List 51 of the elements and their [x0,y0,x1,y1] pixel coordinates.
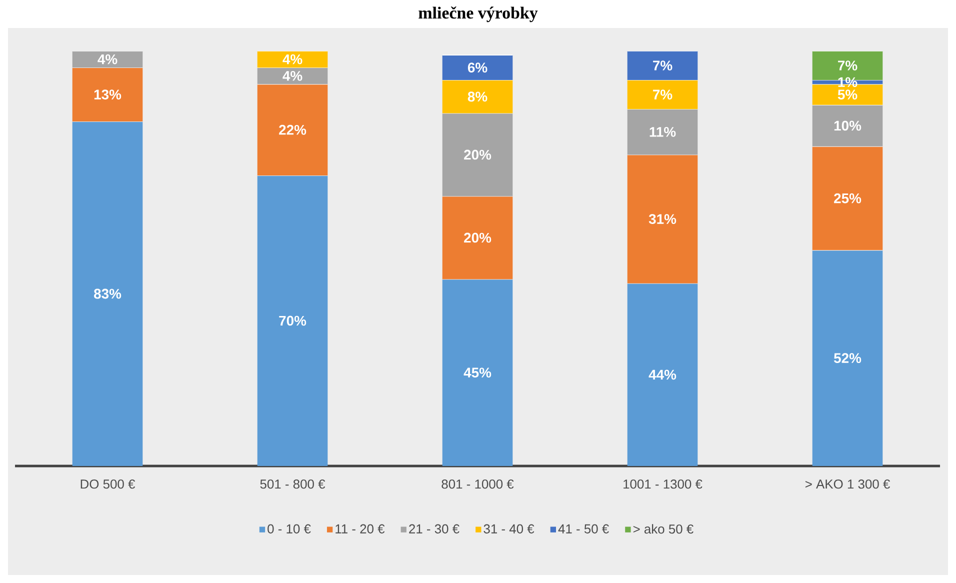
data-label: 25% [834,193,862,204]
data-label: 4% [282,54,302,64]
x-tick-label: 501 - 800 € [260,480,326,489]
bar [257,84,328,176]
bar [627,154,698,284]
bar [442,113,513,196]
bar [627,50,698,80]
bar [72,122,143,466]
bar [627,80,698,110]
x-tick-label: 1001 - 1300 € [624,480,702,489]
bar [627,109,698,155]
data-label: 5% [838,90,858,100]
bar [442,55,513,80]
data-label: 4% [98,54,118,64]
x-tick-label: DO 500 € [80,480,136,489]
data-label: 13% [94,90,122,100]
data-label: 11% [650,127,676,137]
bar [442,196,513,280]
data-label: 20% [464,150,492,160]
legend-label: 41 - 50 € [558,524,609,534]
legend-label: > ako 50 € [633,524,694,534]
data-label: 8% [468,92,488,102]
data-label: 52% [834,353,862,364]
bar [627,283,698,466]
x-tick-label: > AKO 1 300 € [805,480,890,489]
data-label: 20% [464,232,492,243]
legend-label: 11 - 20 € [336,524,385,534]
data-label: 6% [468,62,488,73]
data-label: 44% [648,370,676,380]
bar [812,146,883,250]
bar [442,279,513,466]
bar [257,175,328,466]
legend-label: 21 - 30 € [409,524,460,534]
x-tick-label: 801 - 1000 € [442,480,514,489]
bar [812,104,883,146]
data-label: 83% [94,288,122,299]
data-label: 45% [464,368,492,378]
data-label: 7% [838,60,858,70]
bar [72,68,143,122]
data-label: 22% [279,124,306,135]
chart-title: mliečne výrobky [418,6,538,22]
data-label: 4% [282,70,302,81]
data-label: 7% [653,90,672,100]
bar [442,80,513,114]
data-label: 31% [648,214,676,224]
legend-label: 31 - 40 € [484,524,534,534]
data-label: 70% [279,316,306,326]
data-label: 7% [653,60,672,70]
bar [812,250,883,466]
legend-label: 0 - 10 € [268,524,311,534]
data-label: 10% [834,120,862,131]
